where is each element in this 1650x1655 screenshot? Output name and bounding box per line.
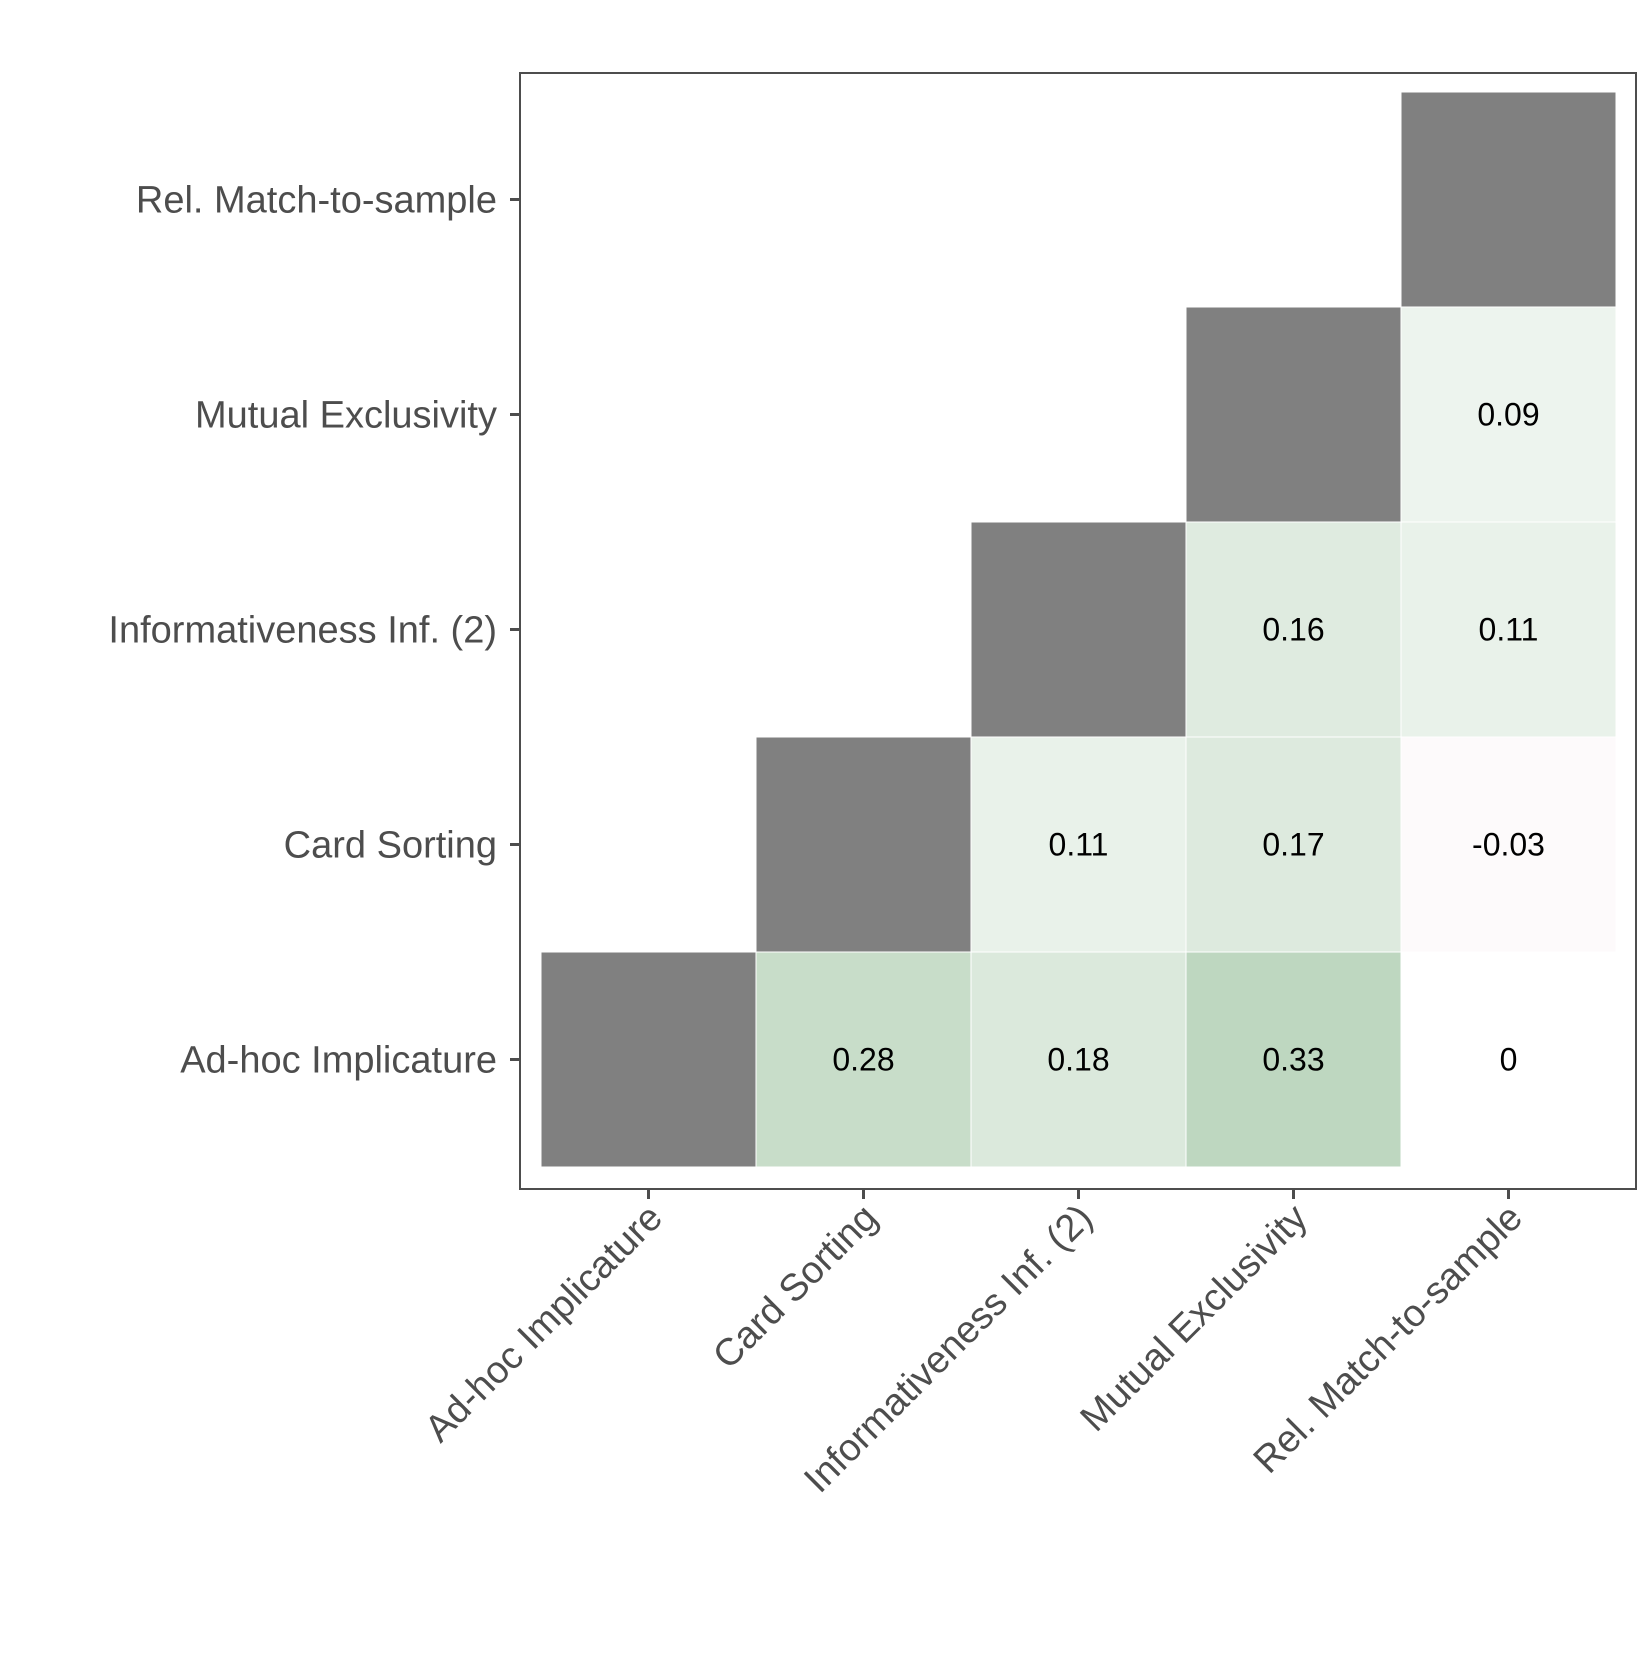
- heatmap-cell: [970, 736, 1187, 953]
- y-tick-label: Ad-hoc Implicature: [180, 1040, 497, 1082]
- heatmap-cell: [1185, 736, 1402, 953]
- x-axis: Ad-hoc Implicature Card SortingInformativ…: [417, 1189, 1531, 1501]
- diagonal-cell-ad-hoc-implicature: [540, 951, 757, 1168]
- heatmap-cell: [970, 951, 1187, 1168]
- cell-value-label: 0.28: [832, 1042, 894, 1078]
- heatmap-cell: [1185, 521, 1402, 738]
- heatmap-cell: [1400, 521, 1617, 738]
- diagonal-cell-rel-match-to-sample: [1400, 91, 1617, 308]
- x-tick-label: Card Sorting: [705, 1197, 886, 1378]
- y-tick-label: Informativeness Inf. (2): [108, 610, 497, 652]
- heatmap-cell: [1400, 306, 1617, 523]
- diagonal-cell-informativeness-inf-2: [970, 521, 1187, 738]
- x-tick-label: Mutual Exclusivity: [1073, 1197, 1316, 1440]
- diagonal-cell-mutual-exclusivity: [1185, 306, 1402, 523]
- value-labels-layer: 0.28 0.18 0.33 0 0.11 0.17 -0.03 0.16 0.11 0.09: [832, 397, 1545, 1078]
- cell-value-label: 0.09: [1477, 397, 1539, 433]
- x-tick-label: Ad-hoc Implicature: [417, 1197, 671, 1451]
- y-tick-label: Rel. Match-to-sample: [136, 180, 497, 222]
- heatmap-cell: [1400, 736, 1617, 953]
- cell-value-label: 0.18: [1047, 1042, 1109, 1078]
- cell-value-label: 0: [1500, 1042, 1518, 1078]
- diagonal-cell-card-sorting: [755, 736, 972, 953]
- cell-value-label: 0.17: [1262, 827, 1324, 863]
- y-tick-label: Mutual Exclusivity: [195, 395, 497, 437]
- heatmap-cell: [1400, 951, 1617, 1168]
- cell-value-label: -0.03: [1472, 827, 1545, 863]
- cell-value-label: 0.16: [1262, 612, 1324, 648]
- heatmap-cell: [755, 951, 972, 1168]
- y-tick-label: Card Sorting: [284, 825, 497, 867]
- cells-layer: [540, 91, 1617, 1168]
- cell-value-label: 0.33: [1262, 1042, 1324, 1078]
- cell-value-label: 0.11: [1049, 827, 1109, 863]
- cell-value-label: 0.11: [1479, 612, 1539, 648]
- y-axis: Ad-hoc Implicature Card Sorting Informativ…: [108, 180, 520, 1082]
